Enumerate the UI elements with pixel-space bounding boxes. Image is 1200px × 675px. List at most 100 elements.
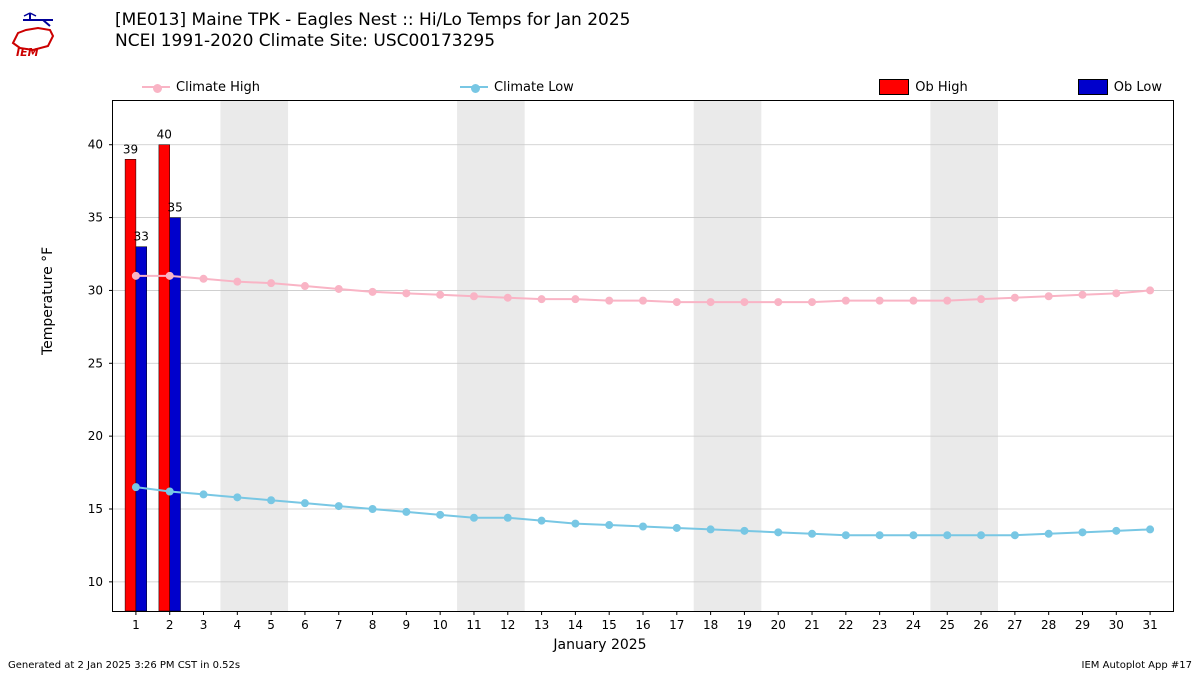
climate-high-marker bbox=[132, 272, 139, 279]
climate-high-marker bbox=[910, 297, 917, 304]
y-tick-label: 35 bbox=[88, 211, 103, 225]
weekend-band bbox=[457, 101, 525, 611]
climate-high-marker bbox=[538, 296, 545, 303]
climate-low-marker bbox=[876, 532, 883, 539]
climate-high-marker bbox=[809, 299, 816, 306]
y-axis-label: Temperature °F bbox=[40, 247, 56, 355]
climate-high-marker bbox=[842, 297, 849, 304]
climate-low-marker bbox=[944, 532, 951, 539]
y-tick-label: 20 bbox=[88, 429, 103, 443]
climate-high-marker bbox=[876, 297, 883, 304]
weekend-band bbox=[220, 101, 288, 611]
legend-label: Climate Low bbox=[494, 80, 574, 95]
x-tick-label: 20 bbox=[771, 618, 786, 632]
climate-high-marker bbox=[978, 296, 985, 303]
climate-low-marker bbox=[1045, 530, 1052, 537]
climate-low-marker bbox=[200, 491, 207, 498]
x-tick-label: 28 bbox=[1041, 618, 1056, 632]
x-tick-label: 23 bbox=[872, 618, 887, 632]
climate-low-marker bbox=[673, 524, 680, 531]
legend-label: Climate High bbox=[176, 80, 260, 95]
ob-high-bar bbox=[125, 159, 136, 611]
climate-low-marker bbox=[504, 514, 511, 521]
climate-high-marker bbox=[1147, 287, 1154, 294]
y-tick-label: 15 bbox=[88, 502, 103, 516]
x-tick-label: 9 bbox=[403, 618, 411, 632]
climate-high-marker bbox=[335, 285, 342, 292]
ob-low-bar bbox=[136, 247, 147, 611]
x-tick-label: 2 bbox=[166, 618, 174, 632]
climate-high-marker bbox=[572, 296, 579, 303]
x-tick-label: 30 bbox=[1109, 618, 1124, 632]
legend: Climate High Climate Low Ob High Ob Low bbox=[112, 76, 1172, 98]
legend-ob-low: Ob Low bbox=[1078, 79, 1162, 95]
climate-low-marker bbox=[707, 526, 714, 533]
climate-low-marker bbox=[437, 511, 444, 518]
climate-low-marker bbox=[234, 494, 241, 501]
climate-high-marker bbox=[268, 280, 275, 287]
climate-low-marker bbox=[1113, 527, 1120, 534]
x-tick-label: 22 bbox=[838, 618, 853, 632]
legend-label: Ob Low bbox=[1114, 80, 1162, 95]
ob-high-label: 39 bbox=[123, 142, 138, 156]
climate-high-marker bbox=[1045, 293, 1052, 300]
climate-high-marker bbox=[504, 294, 511, 301]
climate-low-marker bbox=[132, 484, 139, 491]
x-tick-label: 8 bbox=[369, 618, 377, 632]
chart-title: [ME013] Maine TPK - Eagles Nest :: Hi/Lo… bbox=[115, 10, 630, 53]
x-tick-label: 25 bbox=[940, 618, 955, 632]
x-tick-label: 17 bbox=[669, 618, 684, 632]
x-tick-label: 29 bbox=[1075, 618, 1090, 632]
legend-climate-high: Climate High bbox=[142, 80, 260, 95]
svg-text:IEM: IEM bbox=[16, 46, 39, 58]
climate-low-marker bbox=[910, 532, 917, 539]
x-tick-label: 5 bbox=[267, 618, 275, 632]
climate-high-marker bbox=[606, 297, 613, 304]
climate-low-marker bbox=[1011, 532, 1018, 539]
x-tick-label: 11 bbox=[466, 618, 481, 632]
climate-low-marker bbox=[1079, 529, 1086, 536]
climate-low-marker bbox=[842, 532, 849, 539]
x-tick-label: 19 bbox=[737, 618, 752, 632]
climate-low-marker bbox=[268, 497, 275, 504]
climate-high-marker bbox=[437, 291, 444, 298]
climate-high-marker bbox=[707, 299, 714, 306]
y-tick-label: 10 bbox=[88, 575, 103, 589]
x-tick-label: 1 bbox=[132, 618, 140, 632]
climate-low-marker bbox=[640, 523, 647, 530]
y-tick-label: 30 bbox=[88, 283, 103, 297]
climate-high-marker bbox=[673, 299, 680, 306]
climate-high-marker bbox=[1079, 291, 1086, 298]
ob-high-bar bbox=[159, 145, 170, 611]
climate-high-marker bbox=[640, 297, 647, 304]
climate-low-marker bbox=[775, 529, 782, 536]
footer-generated: Generated at 2 Jan 2025 3:26 PM CST in 0… bbox=[8, 660, 240, 671]
climate-low-marker bbox=[1147, 526, 1154, 533]
climate-high-marker bbox=[200, 275, 207, 282]
climate-high-marker bbox=[403, 290, 410, 297]
climate-low-marker bbox=[369, 506, 376, 513]
climate-low-marker bbox=[572, 520, 579, 527]
climate-high-marker bbox=[944, 297, 951, 304]
climate-high-marker bbox=[470, 293, 477, 300]
x-tick-label: 16 bbox=[635, 618, 650, 632]
x-tick-label: 27 bbox=[1007, 618, 1022, 632]
ob-low-label: 35 bbox=[167, 201, 182, 215]
climate-low-marker bbox=[470, 514, 477, 521]
x-tick-label: 31 bbox=[1142, 618, 1157, 632]
climate-low-marker bbox=[978, 532, 985, 539]
climate-high-marker bbox=[369, 288, 376, 295]
x-tick-label: 3 bbox=[200, 618, 208, 632]
y-tick-label: 40 bbox=[88, 138, 103, 152]
x-tick-label: 14 bbox=[568, 618, 583, 632]
x-tick-label: 4 bbox=[234, 618, 242, 632]
x-axis-label: January 2025 bbox=[0, 637, 1200, 653]
climate-high-marker bbox=[1113, 290, 1120, 297]
climate-low-marker bbox=[606, 522, 613, 529]
x-tick-label: 15 bbox=[602, 618, 617, 632]
climate-high-marker bbox=[166, 272, 173, 279]
footer-app: IEM Autoplot App #17 bbox=[1082, 660, 1192, 671]
x-tick-label: 6 bbox=[301, 618, 309, 632]
climate-high-marker bbox=[1011, 294, 1018, 301]
x-tick-label: 21 bbox=[804, 618, 819, 632]
